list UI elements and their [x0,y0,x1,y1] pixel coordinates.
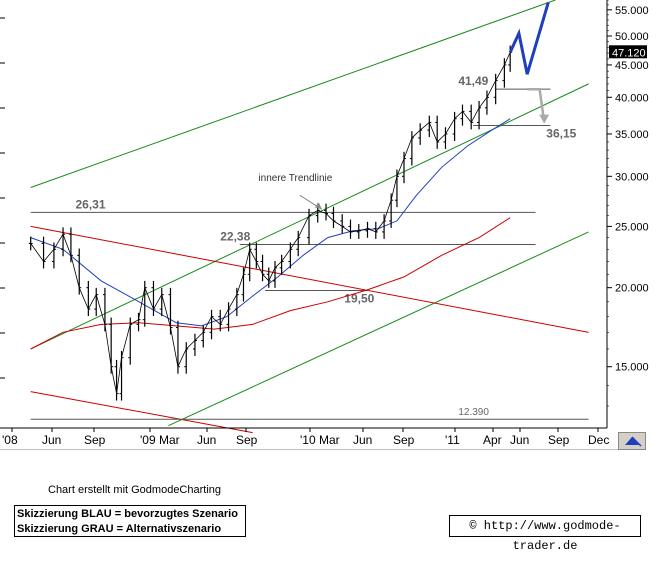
annotation-text: innere Trendlinie [258,173,332,184]
y-tick-label: 55.000 [615,5,649,17]
scenario-arrow-head [539,114,550,124]
chart-svg: 26,31 22,38 19,50 41,49 36,15 12.390 innere Tr… [0,0,649,451]
trend-line-red-lower [30,391,253,434]
scenario-legend: Skizzierung BLAU = bevorzugtes Szenario … [14,505,246,537]
scroll-arrow-icon [625,436,642,447]
x-tick-label: '11 [445,433,460,447]
x-tick-label: Sep [548,433,570,447]
legend-line-blue: Skizzierung BLAU = bevorzugtes Szenario [17,508,238,520]
level-label: 12.390 [458,407,489,418]
x-tick-label: Sep [393,433,415,447]
x-tick-label: Dec [588,433,609,447]
trend-line-red-upper [30,225,589,333]
level-label: 41,49 [458,74,488,88]
moving-average-ma-blue [30,118,511,327]
y-tick-label: 30.000 [615,171,649,183]
x-tick-label: Jun [510,433,529,447]
level-label: 36,15 [546,126,576,140]
scenario-blau [508,1,550,75]
x-tick-label: Apr [483,433,502,447]
x-tick-label: Jun [353,433,372,447]
x-tick-label: '10 Mar [300,433,340,447]
moving-average-ma-red [30,217,511,350]
y-tick-label: 35.000 [615,129,649,141]
x-tick-label: Jun [42,433,61,447]
y-tick-label: 40.000 [615,92,649,104]
y-tick-label: 15.000 [615,362,649,374]
x-tick-label: Sep [236,433,258,447]
annotation-arrow-head [314,202,322,210]
x-tick-label: Jun [197,433,216,447]
y-tick-label: 25.000 [615,221,649,233]
legend-line-gray: Skizzierung GRAU = Alternativszenario [17,523,222,535]
source-url[interactable]: © http://www.godmode-trader.de [449,515,641,553]
scroll-button[interactable] [618,432,646,450]
chart-area: 26,31 22,38 19,50 41,49 36,15 12.390 innere Tr… [0,0,649,451]
level-label: 19,50 [344,291,374,305]
x-tick-label: Sep [84,433,106,447]
last-price-box [609,45,647,59]
footer-credit: Chart erstellt mit GodmodeCharting [48,484,222,496]
x-tick-label: '09 Mar [140,433,180,447]
y-tick-label: 20.000 [615,283,649,295]
scenario-grau [527,87,546,122]
price-line [30,52,511,394]
trend-line-green-lower [168,231,589,427]
level-label: 22,38 [220,230,250,244]
y-tick-label: 45.000 [615,60,649,72]
x-tick-label: '08 [2,433,18,447]
level-label: 26,31 [75,197,105,211]
y-tick-label: 50.000 [615,31,649,43]
plot-background [0,0,606,428]
trend-line-green-upper [30,0,556,188]
last-price-label: 47.120 [612,47,646,59]
